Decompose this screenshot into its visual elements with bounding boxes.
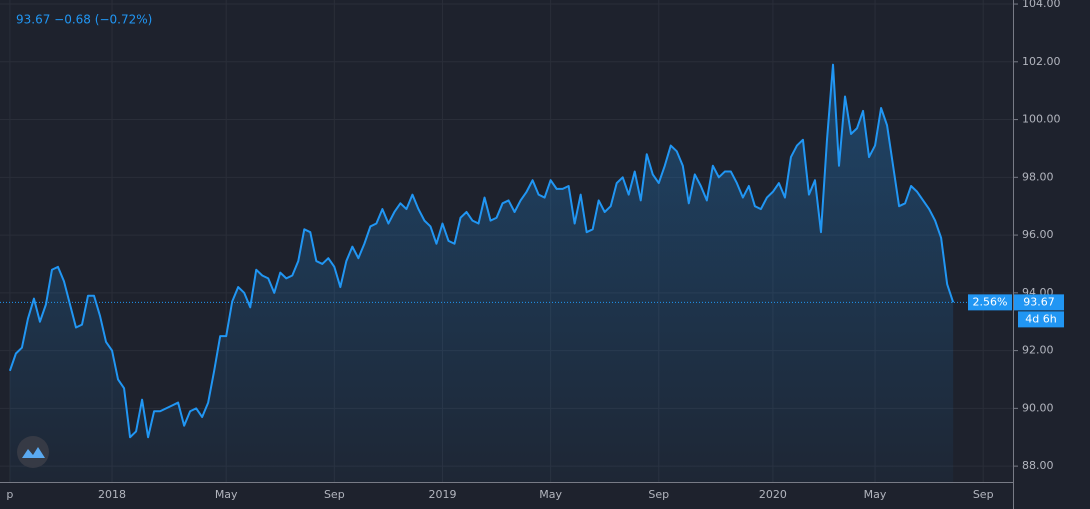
countdown-label: 4d 6h [1025,312,1056,325]
line [8,63,955,439]
y-tick-label: 96.00 [1022,228,1054,241]
y-tick-label: 98.00 [1022,170,1054,183]
logo [17,436,49,468]
x-tick-label: p [6,488,13,501]
axes: 88.0090.0092.0094.0096.0098.00100.00102.… [6,0,1064,501]
y-tick-label: 88.00 [1022,459,1054,472]
pct-box [968,294,1012,311]
area [9,64,954,482]
pct-label: 2.56% [973,295,1008,308]
x-tick-label: May [215,488,238,501]
x-tick-label: May [864,488,887,501]
price-box [1014,294,1064,311]
x-tick-label: Sep [973,488,994,501]
x-tick-label: Sep [324,488,345,501]
legend: 93.67 −0.68 (−0.72%) [16,13,152,27]
x-tick-label: May [539,488,562,501]
x-tick-label: 2019 [428,488,456,501]
plot [0,63,1013,482]
y-tick-label: 100.00 [1022,113,1061,126]
y-tick-label: 92.00 [1022,344,1054,357]
x-tick-label: 2018 [98,488,126,501]
countdown-box [1018,311,1064,328]
y-tick-label: 104.00 [1022,0,1061,10]
y-tick-label: 90.00 [1022,401,1054,414]
x-tick-label: 2020 [759,488,787,501]
price-label: 93.67 [1023,295,1055,308]
y-tick-label: 102.00 [1022,55,1061,68]
x-tick-label: Sep [648,488,669,501]
